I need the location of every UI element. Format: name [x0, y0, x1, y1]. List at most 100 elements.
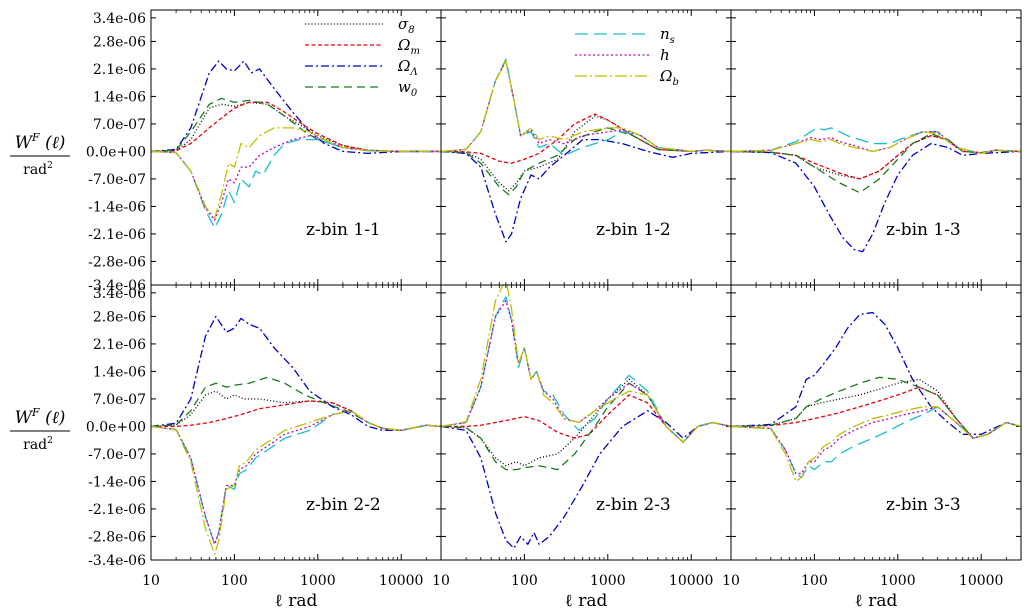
legend-subscript: s: [670, 35, 675, 46]
legend-label-ol: ΩΛ: [397, 57, 418, 78]
series-line-ob: [151, 410, 441, 555]
y-tick-label: -1.4e-06: [88, 474, 146, 490]
y-tick-label: -7.0e-07: [88, 447, 146, 463]
legend-label-s8: σ8: [398, 15, 415, 36]
series-line-ob: [731, 131, 1021, 155]
y-tick-label: 0.0e+00: [86, 144, 146, 160]
series-line-ob: [151, 127, 441, 219]
panel-label: z-bin 3-3: [886, 495, 961, 515]
panel-z-bin-3-3: z-bin 3-3: [730, 284, 1022, 561]
legend-label-ns: ns: [660, 25, 675, 46]
legend-right: nsh Ωb: [575, 25, 679, 88]
y-tick-label: -7.0e-07: [88, 172, 146, 188]
legend-symbol: h: [660, 46, 670, 64]
legend-symbol: σ: [398, 15, 409, 33]
legend-symbol: w: [398, 78, 411, 96]
x-axis-label: ℓ rad: [275, 591, 318, 611]
series-line-om: [151, 101, 441, 153]
series-line-ol: [151, 60, 441, 155]
panel-frame: [730, 284, 1022, 561]
y-label-sup: F: [31, 131, 40, 144]
y-label-arg: (ℓ): [40, 408, 66, 428]
y-tick-label: 3.4e-06: [93, 286, 146, 302]
panel-series: [731, 311, 1021, 483]
panel-label: z-bin 1-3: [886, 220, 961, 240]
y-axis-label-denominator: rad2: [23, 436, 53, 453]
series-line-h: [731, 406, 1021, 475]
y-label-main: W: [15, 408, 34, 428]
series-line-ol: [731, 142, 1021, 253]
y-axis-labels: 3.4e-06 2.8e-06 2.1e-06 1.4e-06 7.0e-07 0.0e+…: [10, 11, 146, 569]
legend-subscript: Λ: [409, 67, 417, 78]
panel-label: z-bin 1-1: [306, 220, 381, 240]
x-tick-label: 10: [722, 573, 740, 589]
series-line-h: [441, 300, 731, 443]
y-tick-label: -3.4e-06: [88, 278, 146, 294]
series-line-s8: [731, 378, 1021, 439]
y-tick-label: 1.4e-06: [93, 89, 146, 105]
series-line-h: [441, 60, 731, 153]
panel-label: z-bin 2-3: [596, 495, 671, 515]
y-axis-label-numerator: WF (ℓ): [15, 131, 66, 153]
x-tick-label: 10000: [959, 573, 1004, 589]
y-tick-label: -2.8e-06: [88, 529, 146, 545]
x-tick-label: 1000: [300, 573, 336, 589]
series-line-om: [731, 135, 1021, 180]
panel-series: [441, 285, 731, 549]
panel-series: [731, 127, 1021, 253]
series-line-w0: [731, 133, 1021, 194]
legend-symbol: Ω: [397, 57, 410, 75]
panel-series: [151, 315, 441, 555]
panel-z-bin-1-1: z-bin 1-1: [150, 9, 442, 286]
panel-series: [441, 58, 731, 243]
x-tick-label: 1000: [590, 573, 626, 589]
legend-subscript: m: [410, 46, 419, 57]
series-line-ob: [441, 60, 731, 153]
y-axis-label-denominator: rad2: [23, 161, 53, 178]
y-tick-label: -2.1e-06: [88, 502, 146, 518]
series-line-w0: [441, 127, 731, 196]
legend-symbol: Ω: [397, 36, 410, 54]
x-tick-label: 100: [221, 573, 248, 589]
series-line-ol: [151, 315, 441, 432]
y-tick-label: -2.1e-06: [88, 227, 146, 243]
x-axis-label: ℓ rad: [855, 591, 898, 611]
y-label-denom-sup: 2: [47, 436, 53, 446]
y-axis-label-numerator: WF (ℓ): [15, 406, 66, 428]
panel-z-bin-2-3: z-bin 2-3: [440, 284, 732, 561]
x-tick-label: 10000: [379, 573, 424, 589]
y-tick-label: 2.8e-06: [93, 309, 146, 325]
y-label-denom: rad: [23, 437, 47, 453]
y-tick-label: 2.1e-06: [93, 62, 146, 78]
y-axis-label: WF (ℓ) rad2: [10, 131, 70, 178]
y-tick-label: 2.8e-06: [93, 34, 146, 50]
y-tick-label: 0.0e+00: [86, 419, 146, 435]
x-tick-label: 1000: [880, 573, 916, 589]
y-label-sup: F: [31, 406, 40, 419]
y-label-main: W: [15, 133, 34, 153]
series-line-ns: [151, 410, 441, 545]
x-tick-label: 100: [511, 573, 538, 589]
panels: z-bin 1-1 z-bin 1-2 z-bin 1-3 z-bin 2-2 z-bi…: [150, 9, 1022, 561]
y-tick-label: 7.0e-07: [93, 117, 146, 133]
panel-series: [151, 60, 441, 229]
y-tick-label: 1.4e-06: [93, 364, 146, 380]
y-tick-label: 2.1e-06: [93, 337, 146, 353]
series-line-ol: [441, 410, 731, 549]
x-tick-label: 10000: [669, 573, 714, 589]
x-tick-label: 10: [142, 573, 160, 589]
legend-symbol: n: [660, 25, 670, 43]
panel-label: z-bin 1-2: [596, 220, 671, 240]
y-label-denom-sup: 2: [47, 161, 53, 171]
x-tick-label: 10: [432, 573, 450, 589]
panel-z-bin-2-2: z-bin 2-2: [150, 284, 442, 561]
legend-label-ob: Ωb: [659, 67, 679, 88]
series-line-ob: [731, 406, 1021, 483]
y-label-arg: (ℓ): [40, 133, 66, 153]
x-axis-label: ℓ rad: [565, 591, 608, 611]
y-tick-label: -3.4e-06: [88, 553, 146, 569]
legend-label-w0: w0: [398, 78, 418, 99]
